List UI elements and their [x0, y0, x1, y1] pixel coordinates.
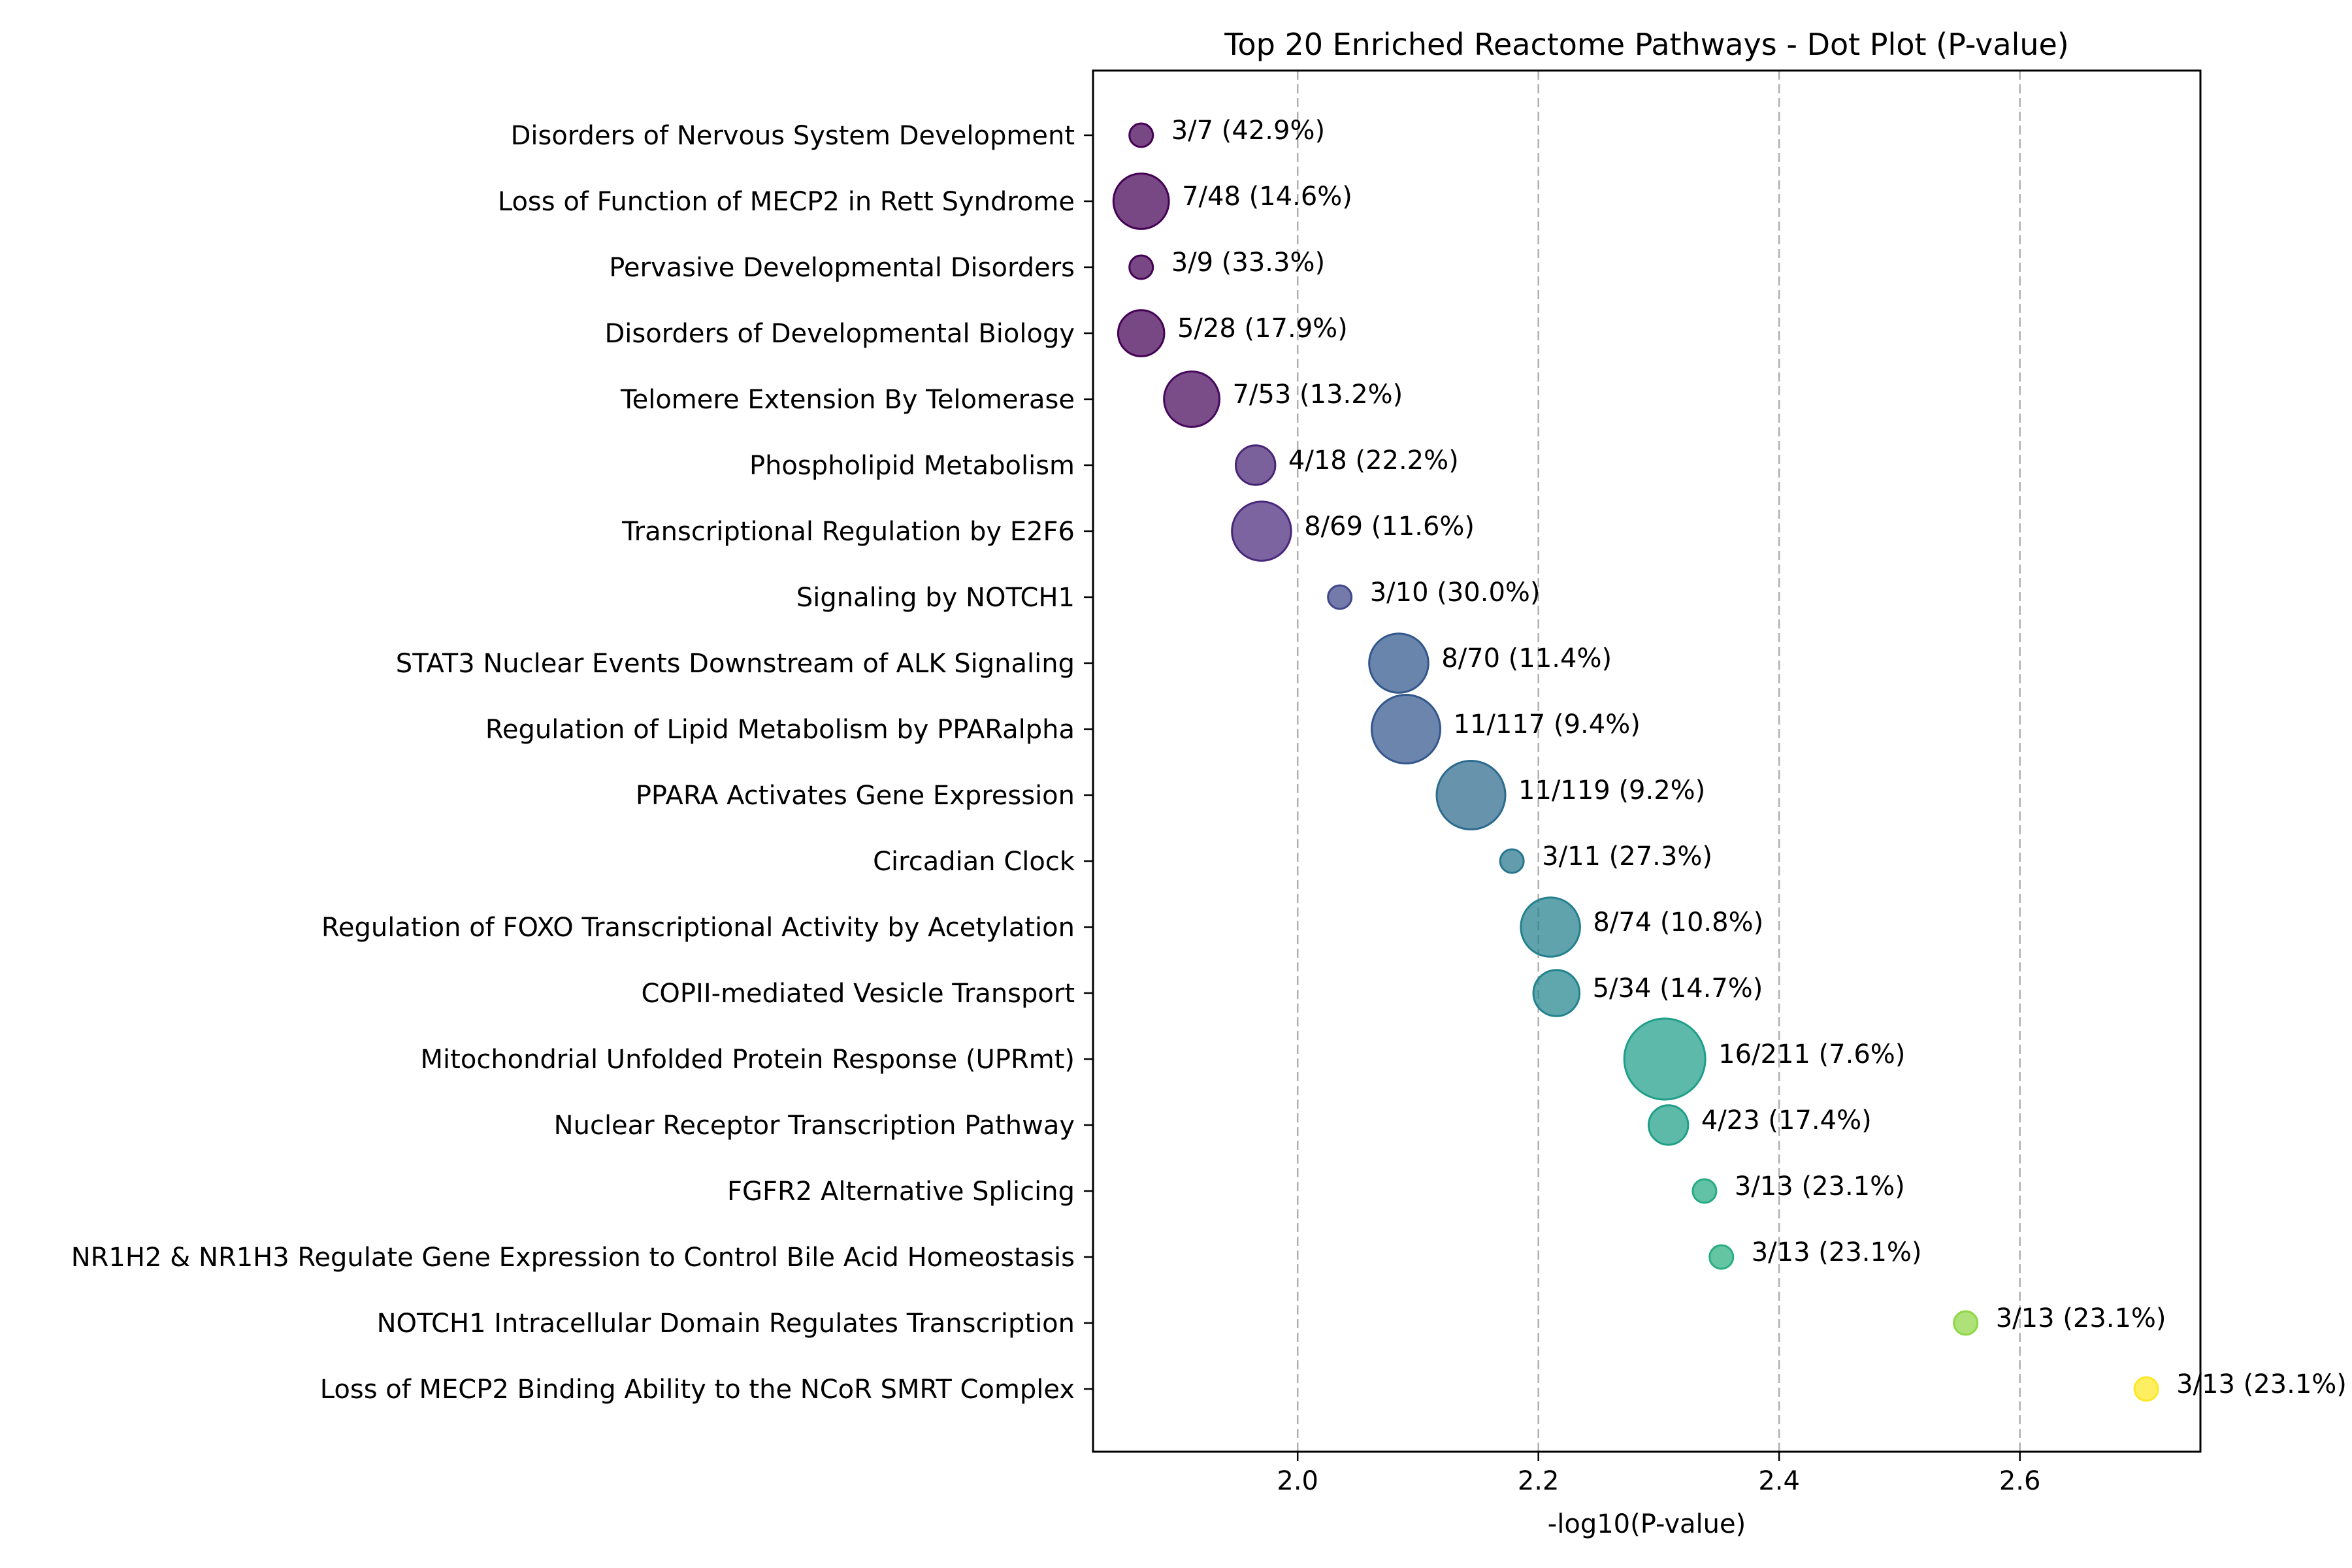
- point-label: 7/53 (13.2%): [1232, 380, 1403, 410]
- data-point: [1520, 896, 1581, 958]
- y-tick-label: STAT3 Nuclear Events Downstream of ALK S…: [396, 649, 1075, 679]
- point-label: 8/74 (10.8%): [1593, 907, 1763, 938]
- point-label: 8/70 (11.4%): [1441, 644, 1612, 674]
- x-axis: 2.0 2.2 2.4 2.6: [1277, 1452, 2040, 1496]
- data-point: [1623, 1017, 1707, 1101]
- point-label: 3/13 (23.1%): [1996, 1303, 2166, 1333]
- data-point: [1112, 172, 1170, 230]
- y-tick-label: Pervasive Developmental Disorders: [609, 253, 1075, 283]
- point-label: 7/48 (14.6%): [1182, 182, 1352, 212]
- point-label: 3/13 (23.1%): [1735, 1171, 1905, 1201]
- y-tick-label: COPII-mediated Vesicle Transport: [642, 979, 1075, 1009]
- point-label: 11/119 (9.2%): [1518, 776, 1705, 806]
- x-axis-label: -log10(P-value): [1548, 1509, 1746, 1539]
- y-tick-label: Telomere Extension By Telomerase: [620, 385, 1075, 415]
- data-point: [1532, 969, 1581, 1017]
- y-tick-label: Transcriptional Regulation by E2F6: [621, 517, 1075, 547]
- plot-frame: [1092, 69, 2202, 1453]
- data-point: [1128, 122, 1154, 148]
- y-tick-label: NR1H2 & NR1H3 Regulate Gene Expression t…: [71, 1243, 1075, 1273]
- data-point: [1128, 254, 1154, 280]
- data-point: [1117, 309, 1166, 357]
- data-point: [1327, 584, 1353, 610]
- point-label: 3/10 (30.0%): [1370, 578, 1541, 608]
- x-tick-label: 2.0: [1277, 1466, 1318, 1496]
- point-label-layer: 3/7 (42.9%) 7/48 (14.6%) 3/9 (33.3%) 5/28 (…: [1171, 116, 2347, 1399]
- point-label: 4/23 (17.4%): [1701, 1105, 1872, 1135]
- x-tick-label: 2.6: [1999, 1466, 2041, 1496]
- y-tick-label: Regulation of Lipid Metabolism by PPARal…: [485, 715, 1075, 745]
- point-layer: [1112, 122, 2159, 1402]
- y-tick-label: Disorders of Developmental Biology: [604, 319, 1075, 349]
- point-label: 16/211 (7.6%): [1718, 1039, 1905, 1070]
- y-tick-label: Regulation of FOXO Transcriptional Activ…: [321, 913, 1075, 943]
- y-tick-label: Disorders of Nervous System Development: [511, 121, 1075, 151]
- data-point: [1691, 1178, 1718, 1204]
- data-point: [1235, 444, 1277, 486]
- y-tick-label: Signaling by NOTCH1: [796, 583, 1075, 613]
- grid-layer: [1296, 71, 2021, 1452]
- y-tick-label: Phospholipid Metabolism: [749, 451, 1075, 481]
- point-label: 11/117 (9.4%): [1454, 710, 1641, 740]
- data-point: [1368, 632, 1429, 694]
- data-point: [1231, 500, 1292, 562]
- point-label: 5/34 (14.7%): [1593, 973, 1763, 1004]
- point-label: 3/13 (23.1%): [2176, 1369, 2347, 1399]
- data-point: [1708, 1244, 1735, 1270]
- y-tick-label: Circadian Clock: [873, 847, 1075, 877]
- y-axis: Disorders of Nervous System Development L…: [71, 121, 1093, 1405]
- y-tick-label: Loss of MECP2 Binding Ability to the NCo…: [320, 1375, 1075, 1405]
- point-label: 8/69 (11.6%): [1304, 512, 1475, 542]
- y-tick-label: NOTCH1 Intracellular Domain Regulates Tr…: [377, 1309, 1075, 1339]
- y-tick-label: Mitochondrial Unfolded Protein Response …: [421, 1045, 1075, 1075]
- x-tick-label: 2.4: [1758, 1466, 1800, 1496]
- point-label: 3/13 (23.1%): [1752, 1237, 1922, 1267]
- data-point: [1953, 1310, 1979, 1336]
- y-tick-label: Loss of Function of MECP2 in Rett Syndro…: [498, 187, 1075, 217]
- data-point: [1371, 693, 1442, 765]
- chart-title: Top 20 Enriched Reactome Pathways - Dot …: [1224, 27, 2069, 62]
- data-point: [1163, 370, 1220, 428]
- x-tick-label: 2.2: [1518, 1466, 1560, 1496]
- point-label: 3/9 (33.3%): [1171, 248, 1325, 278]
- y-tick-label: FGFR2 Alternative Splicing: [727, 1177, 1075, 1207]
- data-point: [2133, 1376, 2159, 1402]
- point-label: 5/28 (17.9%): [1177, 314, 1348, 344]
- data-point: [1435, 759, 1507, 831]
- data-point: [1499, 848, 1525, 874]
- y-tick-label: PPARA Activates Gene Expression: [636, 781, 1075, 811]
- point-label: 3/7 (42.9%): [1171, 116, 1325, 146]
- point-label: 3/11 (27.3%): [1542, 841, 1712, 872]
- y-tick-label: Nuclear Receptor Transcription Pathway: [554, 1111, 1075, 1141]
- data-point: [1647, 1104, 1690, 1146]
- point-label: 4/18 (22.2%): [1288, 446, 1459, 476]
